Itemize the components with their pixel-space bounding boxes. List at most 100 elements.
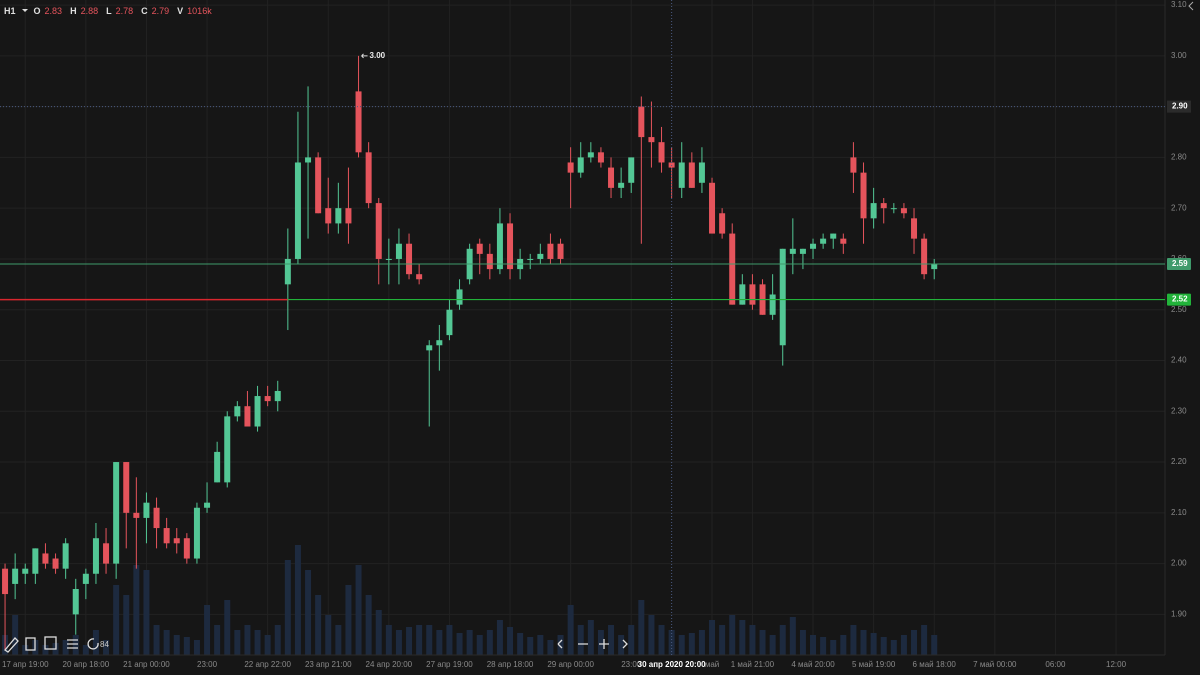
x-tick-label: 5 май 19:00: [852, 660, 896, 669]
x-tick-label: 23 апр 21:00: [305, 660, 352, 669]
candle-body: [810, 243, 817, 249]
y-tick-label: 3.10: [1171, 0, 1187, 9]
y-tick-label: 2.00: [1171, 559, 1187, 568]
settings-tool[interactable]: [67, 639, 78, 649]
x-tick-label: 1 май 21:00: [731, 660, 775, 669]
volume-bar: [406, 627, 413, 655]
volume-bar: [870, 633, 877, 655]
volume-bar: [638, 600, 645, 655]
toolbar: [4, 636, 628, 653]
volume-bar: [456, 633, 463, 655]
volume-bar: [799, 630, 806, 655]
candle-body: [911, 218, 918, 239]
volume-bar: [305, 570, 312, 655]
volume-bar: [204, 605, 211, 655]
candle-body: [193, 507, 200, 559]
volume-bar: [113, 585, 120, 655]
volume-bar: [789, 617, 796, 655]
candle-body: [2, 568, 9, 595]
layers-tool[interactable]: [25, 637, 36, 651]
volume-bar: [587, 620, 594, 655]
add-tool[interactable]: [44, 636, 57, 650]
y-tick-label: 2.20: [1171, 457, 1187, 466]
candle-body: [416, 274, 423, 280]
volume: [2, 545, 938, 655]
toolbar-badge: 84: [100, 640, 109, 649]
volume-bar: [446, 625, 453, 655]
x-tick-label: 12:00: [1106, 660, 1127, 669]
y-tick-label: 2.80: [1171, 153, 1187, 162]
volume-bar: [82, 645, 89, 655]
candle-body: [153, 507, 160, 529]
volume-bar: [557, 635, 564, 655]
volume-bar: [224, 600, 231, 655]
volume-bar: [900, 635, 907, 655]
volume-bar: [42, 645, 49, 655]
x-tick-label: 4 май 20:00: [791, 660, 835, 669]
volume-bar: [62, 640, 69, 655]
volume-bar: [426, 625, 433, 655]
candle-body: [183, 538, 190, 559]
x-tick-label: 23:00: [197, 660, 218, 669]
volume-bar: [466, 630, 473, 655]
candle-body: [254, 396, 261, 427]
volume-bar: [537, 635, 544, 655]
candle-body: [830, 233, 837, 239]
price-label: 2.52: [1172, 295, 1188, 304]
volume-bar: [820, 637, 827, 655]
volume-bar: [759, 630, 766, 655]
candle-body: [92, 538, 99, 574]
refresh-tool[interactable]: [87, 638, 99, 650]
candle-body: [62, 543, 69, 569]
candle-body: [214, 451, 221, 483]
header: H1 O 2.83 H 2.88 L 2.78 C 2.79 V 1016k: [4, 6, 216, 16]
candle-body: [305, 157, 312, 163]
candle-body: [608, 167, 615, 188]
x-tick-label: 6 май 18:00: [913, 660, 957, 669]
candle-body: [436, 340, 443, 346]
volume-bar: [517, 633, 524, 655]
volume-bar: [244, 625, 251, 655]
volume-bar: [911, 630, 918, 655]
candle-body: [769, 294, 776, 315]
volume-bar: [698, 630, 705, 655]
candles: [2, 55, 938, 650]
volume-bar: [860, 630, 867, 655]
volume-bar: [12, 615, 19, 655]
volume-bar: [890, 640, 897, 655]
x-tick-label: 24 апр 20:00: [366, 660, 413, 669]
annotation-arrow: [361, 53, 368, 59]
candle-body: [597, 152, 604, 163]
crosshair-x-label: 30 апр 2020 20:00: [638, 660, 707, 669]
candle-body: [729, 233, 736, 305]
field-key: L: [106, 6, 112, 16]
volume-bar: [749, 625, 756, 655]
draw-tool[interactable]: [4, 637, 19, 653]
volume-bar: [72, 635, 79, 655]
volume-bar: [658, 625, 665, 655]
candle-body: [103, 543, 110, 564]
candle-body: [12, 568, 19, 584]
y-tick-label: 2.30: [1171, 406, 1187, 415]
candle-body: [42, 553, 49, 564]
candle-body: [32, 548, 39, 574]
candle-body: [789, 248, 796, 254]
candle-body: [365, 152, 372, 204]
volume-bar: [648, 615, 655, 655]
x-tick-label: 06:00: [1045, 660, 1066, 669]
field-value: 2.78: [115, 6, 134, 16]
dropdown-icon[interactable]: [20, 7, 30, 15]
volume-bar: [22, 645, 29, 655]
navigation[interactable]: [557, 639, 628, 649]
volume-bar: [183, 637, 190, 655]
candle-body: [719, 213, 726, 234]
candle-body: [709, 182, 716, 234]
volume-bar: [931, 635, 938, 655]
candle-body: [931, 264, 938, 270]
collapse-icon[interactable]: [1188, 1, 1194, 11]
candle-body: [739, 284, 746, 305]
candle-body: [698, 162, 705, 183]
volume-bar: [739, 620, 746, 655]
candle-body: [678, 162, 685, 188]
timeframe[interactable]: H1: [4, 6, 16, 16]
